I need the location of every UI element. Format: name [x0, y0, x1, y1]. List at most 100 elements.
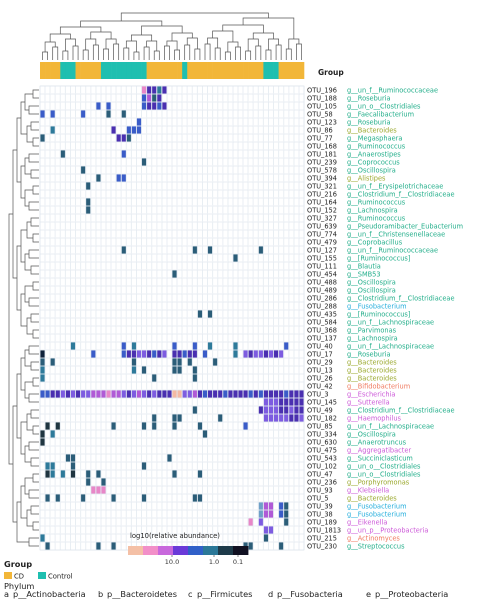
heatmap-cell	[161, 174, 167, 182]
dendrogram-branch	[26, 221, 33, 239]
heatmap-cell	[278, 134, 284, 142]
heatmap-cell	[222, 342, 228, 350]
heatmap-cell	[202, 142, 208, 150]
heatmap-cell	[278, 478, 284, 486]
heatmap-cell	[182, 518, 188, 526]
heatmap-cell	[187, 502, 193, 510]
otu-label: OTU_488	[307, 278, 337, 286]
heatmap-cell	[238, 422, 243, 430]
dendrogram-branch	[82, 49, 89, 60]
heatmap-cell	[202, 414, 208, 422]
heatmap-cell	[207, 134, 213, 142]
heatmap-cell	[263, 350, 269, 358]
heatmap-cell	[258, 166, 264, 174]
heatmap-cell	[222, 382, 228, 390]
heatmap-cell	[187, 174, 193, 182]
heatmap-cell	[212, 310, 218, 318]
heatmap-cell	[212, 86, 218, 94]
heatmap-cell	[121, 470, 127, 478]
heatmap-cell	[227, 518, 233, 526]
heatmap-cell	[90, 174, 96, 182]
heatmap-cell	[106, 262, 111, 270]
heatmap-cell	[90, 110, 96, 118]
heatmap-cell	[192, 302, 198, 310]
heatmap-cell	[233, 414, 238, 422]
heatmap-cell	[197, 318, 203, 326]
dendrogram-branch	[171, 32, 193, 41]
heatmap-cell	[45, 294, 51, 302]
heatmap-cell	[278, 278, 284, 286]
heatmap-cell	[187, 446, 193, 454]
dendrogram-branch	[32, 425, 39, 435]
dendrogram-branch	[32, 185, 39, 195]
heatmap-cell	[131, 230, 137, 238]
heatmap-cell	[156, 126, 162, 134]
heatmap-cell	[182, 422, 188, 430]
heatmap-cell	[172, 454, 177, 462]
heatmap-cell	[263, 294, 269, 302]
heatmap-cell	[45, 134, 51, 142]
heatmap-cell	[50, 462, 56, 470]
group-header: Group	[318, 68, 344, 77]
heatmap-cell	[293, 286, 299, 294]
heatmap-cell	[141, 446, 147, 454]
heatmap-cell	[111, 294, 117, 302]
heatmap-cell	[95, 150, 101, 158]
heatmap-cell	[60, 150, 66, 158]
heatmap-cell	[161, 198, 167, 206]
heatmap-cell	[80, 110, 86, 118]
dendrogram-branch	[123, 47, 130, 60]
heatmap-cell	[233, 390, 238, 398]
heatmap-cell	[222, 454, 228, 462]
heatmap-cell	[217, 334, 223, 342]
heatmap-cell	[95, 102, 101, 110]
heatmap-cell	[136, 246, 142, 254]
heatmap-cell	[283, 454, 289, 462]
heatmap-cell	[50, 262, 56, 270]
heatmap-cell	[70, 326, 76, 334]
heatmap-cell	[227, 238, 233, 246]
heatmap-cell	[278, 510, 284, 518]
heatmap-cell	[141, 182, 147, 190]
heatmap-cell	[40, 390, 45, 398]
heatmap-cell	[288, 398, 294, 406]
heatmap-cell	[45, 390, 51, 398]
heatmap-cell	[106, 366, 111, 374]
taxon-label: g__Ruminococcus	[347, 142, 406, 150]
heatmap-cell	[263, 230, 269, 238]
heatmap-cell	[95, 262, 101, 270]
heatmap-cell	[121, 230, 127, 238]
heatmap-cell	[121, 454, 127, 462]
heatmap-cell	[60, 430, 66, 438]
heatmap-cell	[238, 182, 243, 190]
heatmap-cell	[126, 534, 132, 542]
heatmap-cell	[95, 294, 101, 302]
heatmap-cell	[55, 390, 61, 398]
heatmap-cell	[253, 478, 259, 486]
heatmap-cell	[136, 422, 142, 430]
heatmap-cell	[248, 198, 254, 206]
heatmap-cell	[177, 142, 183, 150]
heatmap-cell	[95, 86, 101, 94]
heatmap-cell	[95, 206, 101, 214]
heatmap-cell	[126, 374, 132, 382]
heatmap-cell	[90, 486, 96, 494]
heatmap-cell	[227, 182, 233, 190]
heatmap-cell	[85, 478, 91, 486]
heatmap-cell	[187, 150, 193, 158]
heatmap-cell	[156, 118, 162, 126]
heatmap-cell	[161, 494, 167, 502]
heatmap-cell	[40, 374, 45, 382]
heatmap-cell	[60, 446, 66, 454]
heatmap-cell	[177, 502, 183, 510]
heatmap-cell	[116, 478, 122, 486]
heatmap-cell	[40, 414, 45, 422]
heatmap-cell	[182, 382, 188, 390]
heatmap-cell	[70, 310, 76, 318]
otu-label: OTU_578	[307, 166, 337, 174]
heatmap-cell	[283, 438, 289, 446]
dendrogram-branch	[214, 47, 221, 60]
heatmap-cell	[263, 534, 269, 542]
heatmap-cell	[70, 462, 76, 470]
heatmap-cell	[248, 134, 254, 142]
